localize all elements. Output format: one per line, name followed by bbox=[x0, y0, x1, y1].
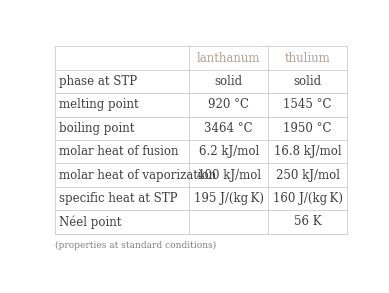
Text: lanthanum: lanthanum bbox=[197, 52, 260, 65]
Text: molar heat of fusion: molar heat of fusion bbox=[59, 145, 179, 158]
Text: phase at STP: phase at STP bbox=[59, 75, 137, 88]
Text: specific heat at STP: specific heat at STP bbox=[59, 192, 178, 205]
Text: thulium: thulium bbox=[285, 52, 331, 65]
Text: Néel point: Néel point bbox=[59, 215, 121, 229]
Text: solid: solid bbox=[294, 75, 322, 88]
Text: 1545 °C: 1545 °C bbox=[283, 98, 332, 111]
Text: (properties at standard conditions): (properties at standard conditions) bbox=[54, 241, 216, 250]
Text: molar heat of vaporization: molar heat of vaporization bbox=[59, 169, 216, 182]
Text: boiling point: boiling point bbox=[59, 122, 135, 135]
Text: 1950 °C: 1950 °C bbox=[283, 122, 332, 135]
Text: 56 K: 56 K bbox=[294, 215, 321, 229]
Text: 250 kJ/mol: 250 kJ/mol bbox=[276, 169, 340, 182]
Text: 3464 °C: 3464 °C bbox=[204, 122, 253, 135]
Text: 400 kJ/mol: 400 kJ/mol bbox=[196, 169, 261, 182]
Text: 16.8 kJ/mol: 16.8 kJ/mol bbox=[274, 145, 342, 158]
Text: 6.2 kJ/mol: 6.2 kJ/mol bbox=[198, 145, 259, 158]
Text: solid: solid bbox=[215, 75, 243, 88]
Text: 160 J/(kg K): 160 J/(kg K) bbox=[273, 192, 343, 205]
Text: melting point: melting point bbox=[59, 98, 139, 111]
Text: 920 °C: 920 °C bbox=[208, 98, 249, 111]
Text: 195 J/(kg K): 195 J/(kg K) bbox=[194, 192, 264, 205]
